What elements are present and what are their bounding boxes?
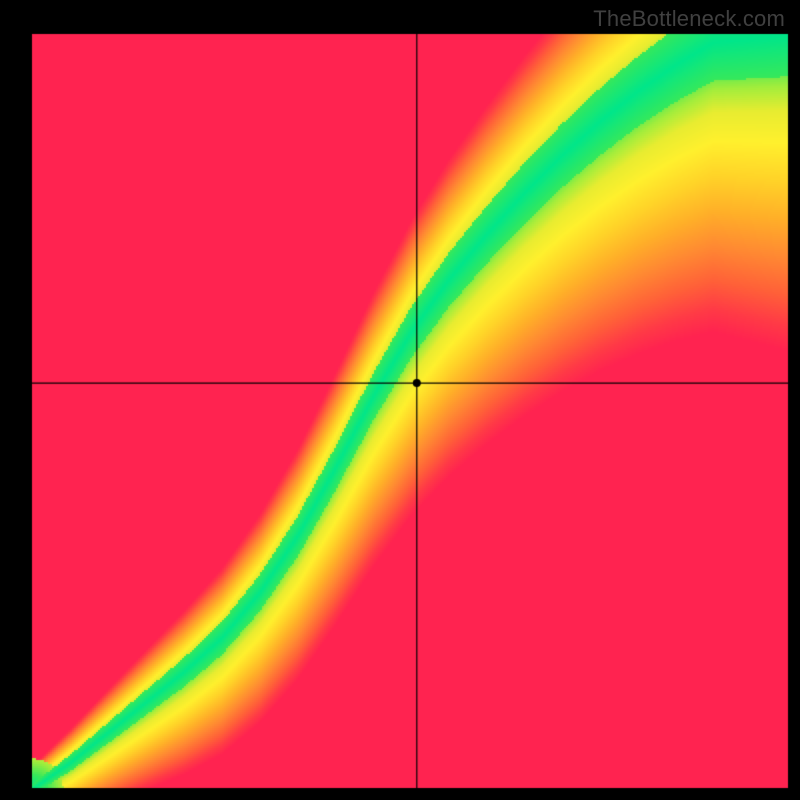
watermark-text: TheBottleneck.com [593,6,785,32]
chart-container: TheBottleneck.com [0,0,800,800]
heatmap-canvas [0,0,800,800]
